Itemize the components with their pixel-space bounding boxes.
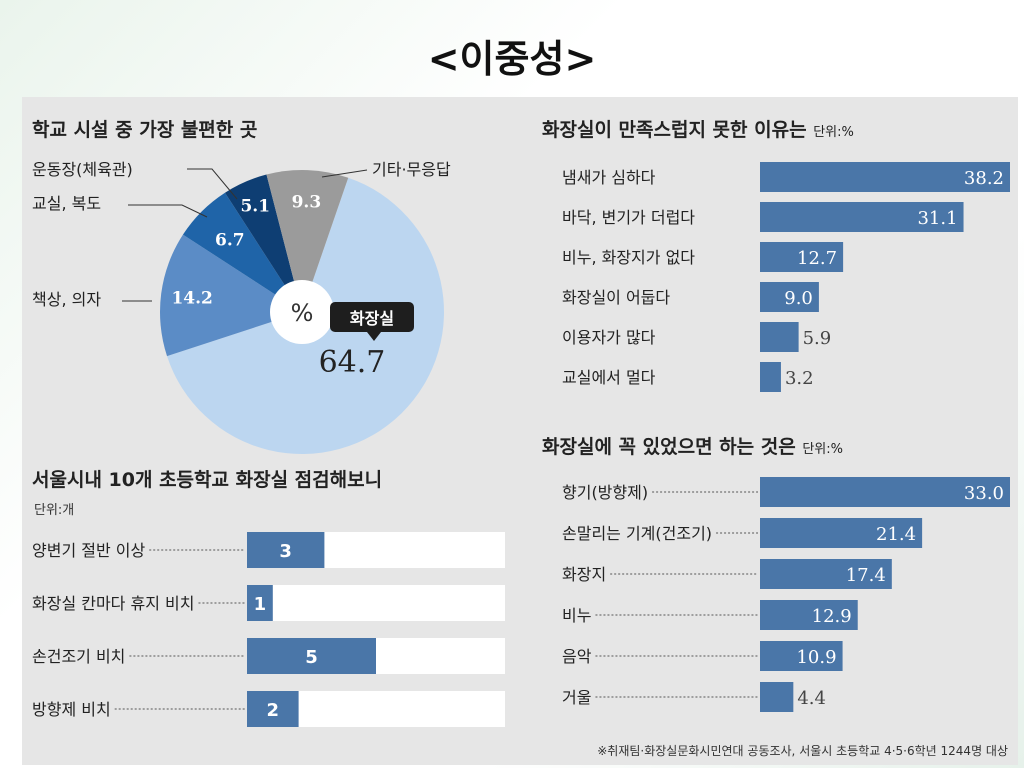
- footnote: ※취재팀·화장실문화시민연대 공동조사, 서울시 초등학교 4·5·6학년 12…: [597, 744, 1008, 758]
- pie-value-label: 64.7: [319, 345, 386, 380]
- pie-slice-label: 화장실: [350, 309, 394, 328]
- bar-category-label: 손말리는 기계(건조기): [562, 524, 712, 543]
- bar: [760, 600, 858, 630]
- reasons-chart-title: 화장실이 만족스럽지 못한 이유는: [542, 119, 807, 141]
- bar-value-label: 17.4: [846, 565, 886, 586]
- bar-category-label: 비누: [562, 606, 591, 625]
- pie-slice: [266, 170, 349, 312]
- pie-leader-line: [321, 169, 368, 178]
- bar-category-label: 향기(방향제): [562, 483, 648, 502]
- bar-value-label: 38.2: [964, 168, 1004, 189]
- bar-category-label: 거울: [562, 688, 591, 707]
- slide-title: <이중성>: [427, 37, 597, 81]
- bar-value-label: 31.1: [917, 208, 957, 229]
- bar: [247, 585, 273, 621]
- bar-category-label: 바닥, 변기가 더럽다: [562, 208, 695, 227]
- pie-badge-toilet: 화장실: [330, 302, 414, 341]
- bar: [760, 162, 1010, 192]
- wishes-bar-chart: 향기(방향제) 33.0 손말리는 기계(건조기) 21.4 화장지 17.4 비누 12.9…: [562, 477, 1010, 712]
- pie-chart: % 14.2 6.7 5.1 9.3 화장실 64.7 기타·무응답 운동장(체육관) 교실, 복…: [32, 160, 451, 454]
- bar-category-label: 화장실이 어둡다: [562, 288, 670, 307]
- bar: [247, 691, 299, 727]
- bar-category-label: 음악: [562, 647, 592, 666]
- pie-center: [270, 280, 334, 344]
- bar-value-label: 5.9: [803, 328, 832, 349]
- bar-value-label: 21.4: [876, 524, 916, 545]
- bar-category-label: 방향제 비치: [32, 700, 111, 719]
- bar: [247, 532, 325, 568]
- bar-value-label: 3.2: [785, 368, 814, 389]
- bar-value-label: 33.0: [964, 483, 1004, 504]
- pie-slice-label: 운동장(체육관): [32, 160, 133, 179]
- bar-category-label: 화장지: [562, 565, 606, 584]
- pie-slice-label: 책상, 의자: [32, 290, 101, 309]
- inspection-bar-chart: 양변기 절반 이상 3 화장실 칸마다 휴지 비치 1 손건조기 비치 5 방향제 비치 2: [32, 532, 505, 727]
- pie-slice-label: 교실, 복도: [32, 194, 101, 213]
- bar: [247, 638, 376, 674]
- pie-leader-line: [187, 168, 238, 200]
- bar-value-label: 3: [279, 541, 292, 562]
- bar-value-label: 4.4: [797, 688, 826, 709]
- bar: [760, 282, 819, 312]
- bar: [760, 477, 1010, 507]
- pie-slice: [182, 192, 302, 312]
- bar: [760, 641, 843, 671]
- pie-value-label: 14.2: [171, 289, 212, 309]
- pie-value-label: 9.3: [292, 192, 322, 212]
- bar-value-label: 5: [305, 647, 318, 668]
- bar-value-label: 10.9: [796, 647, 836, 668]
- bar-category-label: 냄새가 심하다: [562, 168, 656, 187]
- bar: [760, 202, 964, 232]
- bar: [760, 682, 794, 712]
- reasons-chart-unit: 단위:%: [813, 125, 854, 140]
- wishes-chart-title: 화장실에 꼭 있었으면 하는 것은: [542, 436, 796, 458]
- bar-value-label: 12.9: [812, 606, 852, 627]
- bar-category-label: 화장실 칸마다 휴지 비치: [32, 594, 194, 613]
- pie-slice: [159, 234, 302, 357]
- bar-track: [247, 585, 505, 621]
- bar: [760, 559, 892, 589]
- inspection-chart-title: 서울시내 10개 초등학교 화장실 점검해보니: [32, 469, 383, 491]
- bar-value-label: 9.0: [784, 288, 813, 309]
- bar: [760, 242, 844, 272]
- bar: [760, 362, 781, 392]
- pie-value-label: 6.7: [215, 231, 245, 251]
- bar-category-label: 양변기 절반 이상: [32, 541, 145, 560]
- pie-leader-line: [128, 204, 208, 218]
- infographic-panel: 학교 시설 중 가장 불편한 곳 % 14.2 6.7 5.1 9.3 화장실 64.7 기타…: [22, 97, 1018, 765]
- inspection-chart-unit: 단위:개: [34, 503, 75, 518]
- bar-category-label: 손건조기 비치: [32, 647, 125, 666]
- pie-slice: [224, 174, 302, 312]
- pie-value-label: 5.1: [240, 196, 270, 216]
- bar-value-label: 2: [267, 700, 280, 721]
- bar-category-label: 교실에서 멀다: [562, 368, 656, 387]
- reasons-bar-chart: 냄새가 심하다 38.2 바닥, 변기가 더럽다 31.1 비누, 화장지가 없다 12.…: [562, 162, 1010, 392]
- bar-value-label: 1: [254, 594, 267, 615]
- pie-slice-label: 기타·무응답: [372, 160, 451, 179]
- bar: [760, 322, 799, 352]
- wishes-chart-unit: 단위:%: [802, 442, 843, 457]
- bar-value-label: 12.7: [797, 248, 837, 269]
- bar-category-label: 비누, 화장지가 없다: [562, 248, 695, 267]
- bar: [760, 518, 923, 548]
- pie-chart-title: 학교 시설 중 가장 불편한 곳: [32, 119, 258, 141]
- bar-category-label: 이용자가 많다: [562, 328, 656, 347]
- pie-center-label: %: [291, 299, 314, 327]
